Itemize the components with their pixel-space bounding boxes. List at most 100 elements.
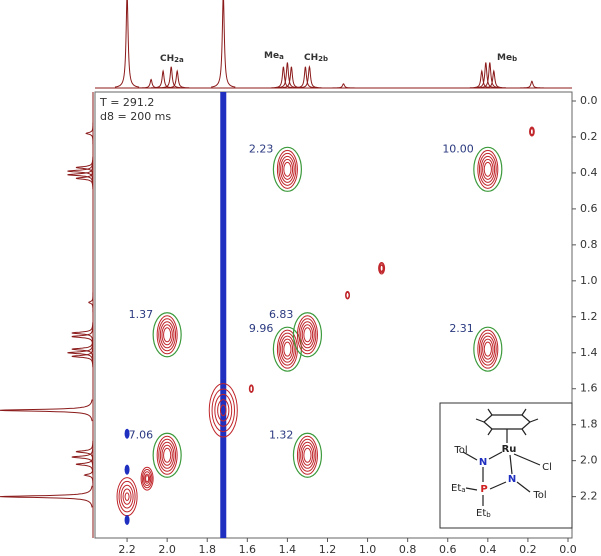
contour [208,383,238,438]
contour [298,318,317,352]
projection-peak [85,122,94,145]
contour [477,149,499,189]
y-tick-label: 2.2 [580,490,598,503]
contour-area [116,92,535,538]
contour [280,335,295,363]
y-tick-label: 1.0 [580,274,598,287]
projection-peak [275,62,300,89]
contour [300,321,315,349]
contour [345,291,350,299]
negative-peak [124,428,130,439]
contour [480,335,496,363]
projection-peak [0,399,93,422]
contour [478,152,497,186]
atom-label: Eta [451,483,466,494]
contour [478,332,497,366]
contour [278,152,297,186]
projection-peak [331,83,356,89]
x-tick-label: 1.4 [279,543,297,556]
top-peak-labels: CH2a Mea CH2b Meb [160,51,517,65]
peak-label: CH2b [304,53,328,64]
y-tick-label: 0.0 [580,94,598,107]
cross-peak [156,315,178,355]
cross-peak [156,435,178,475]
contour [163,447,172,463]
contour [141,469,153,489]
y-tick-label: 0.4 [580,166,598,179]
projection-peak [297,65,322,89]
x-tick-label: 0.6 [439,543,457,556]
contour [124,492,130,501]
plot-frame [94,91,573,539]
y-tick-label: 2.0 [580,454,598,467]
projection-peak [114,0,140,88]
contour [296,315,318,355]
peak-label: CH2a [160,54,184,65]
cross-peak [276,149,298,189]
top-projection [95,0,572,89]
contour [276,149,298,189]
y-tick-label: 1.2 [580,310,598,323]
x-tick-label: 0.4 [479,543,497,556]
contour [345,290,351,300]
contour [529,128,534,136]
value-label: 7.06 [129,428,154,441]
diagonal-peak [378,262,386,275]
projection-peak [75,440,94,463]
atom-label: Tol [453,445,467,456]
contour [482,158,494,180]
projection-peak [88,291,94,314]
cross-peak [477,149,499,189]
cross-peak [276,329,298,369]
contour [163,327,172,343]
value-label: 2.31 [449,322,474,335]
contour [249,385,254,393]
value-label: 2.23 [249,142,274,155]
contour [122,488,132,505]
integration-circle [272,146,303,192]
structure-inset: Ru Cl Tol N P N Tol Eta Etb [439,402,573,529]
contour [161,324,173,346]
contour [211,388,235,433]
y-tick-label: 1.6 [580,382,598,395]
contour [379,264,384,273]
contour [301,444,314,466]
contour [482,338,494,360]
y-tick-label: 1.4 [580,346,598,359]
x-tick-label: 2.0 [158,543,176,556]
projection-peak [165,69,190,89]
cross-peak [296,315,318,355]
contour [483,341,492,357]
contour [303,327,312,343]
contour [296,435,318,475]
contour [303,447,312,463]
cross-peak [296,435,318,475]
contour [283,161,292,177]
contour [120,484,134,509]
peak-label: Meb [497,53,517,64]
diagonal-peak [140,466,154,491]
x-tick-label: 0.8 [399,543,417,556]
contour [116,477,138,517]
atom-label: Tol [532,490,546,501]
diagonal-peak [208,383,238,438]
contour [156,435,178,475]
streak [220,92,227,538]
atom-label: P [480,484,487,495]
integration-circle [473,326,503,372]
atom-label: Etb [476,508,491,519]
contour [378,263,385,274]
contour [214,393,233,427]
x-tick-label: 0.2 [519,543,537,556]
y-tick-label: 1.8 [580,418,598,431]
contour [477,329,499,369]
x-tick-label: 0.0 [559,543,577,556]
contour [283,341,292,357]
x-tick-label: 2.2 [118,543,136,556]
contour [219,404,227,417]
contour [118,480,136,513]
integration-circle [292,432,323,478]
contour [483,161,492,177]
contour [298,438,317,472]
x-tick-label: 1.2 [319,543,337,556]
